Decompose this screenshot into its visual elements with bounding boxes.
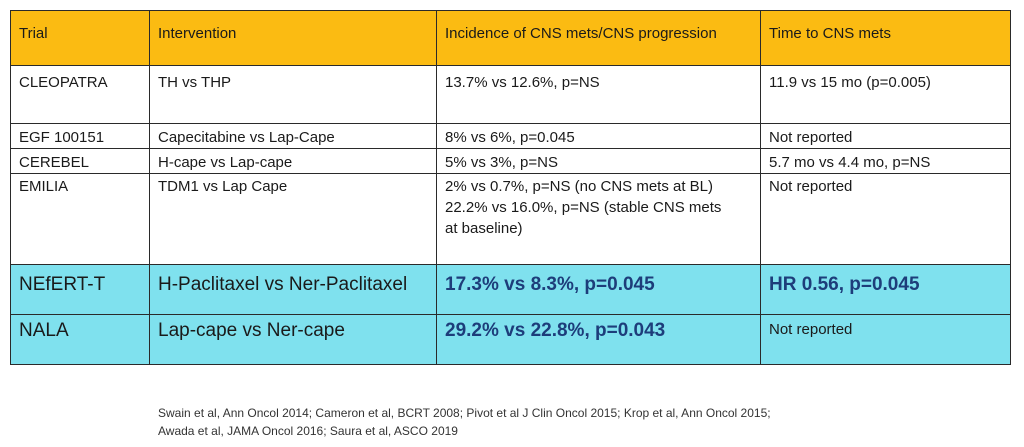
incidence-cell: 13.7% vs 12.6%, p=NS [436,65,761,124]
highlighted-table-row: NALA Lap-cape vs Ner-cape 29.2% vs 22.8%… [10,314,1011,365]
time-cell: HR 0.56, p=0.045 [760,264,1011,315]
time-cell: Not reported [760,314,1011,365]
highlighted-table-row: NEfERT-T H-Paclitaxel vs Ner-Paclitaxel … [10,264,1011,315]
trial-cell: NEfERT-T [10,264,150,315]
time-cell: 11.9 vs 15 mo (p=0.005) [760,65,1011,124]
incidence-line: 22.2% vs 16.0%, p=NS (stable CNS mets [445,199,722,216]
intervention-cell: H-cape vs Lap-cape [149,148,437,174]
incidence-cell: 29.2% vs 22.8%, p=0.043 [436,314,761,365]
trial-cell: CEREBEL [10,148,150,174]
incidence-line: at baseline) [445,220,523,237]
header-intervention: Intervention [149,10,437,66]
header-time-to-cns-mets: Time to CNS mets [760,10,1011,66]
table-row: EMILIA TDM1 vs Lap Cape 2% vs 0.7%, p=NS… [10,173,1011,265]
header-trial: Trial [10,10,150,66]
incidence-line: 2% vs 0.7%, p=NS (no CNS mets at BL) [445,178,714,195]
incidence-cell: 2% vs 0.7%, p=NS (no CNS mets at BL) 22.… [436,173,761,265]
intervention-cell: Lap-cape vs Ner-cape [149,314,437,365]
time-cell: Not reported [760,123,1011,149]
trial-cell: EGF 100151 [10,123,150,149]
footnote-line: Swain et al, Ann Oncol 2014; Cameron et … [158,406,771,420]
intervention-cell: TDM1 vs Lap Cape [149,173,437,265]
incidence-line: 29.2% vs 22.8%, p=0.043 [445,320,666,341]
cns-mets-table: Trial Intervention Incidence of CNS mets… [10,10,1011,365]
trial-cell: CLEOPATRA [10,65,150,124]
incidence-cell: 5% vs 3%, p=NS [436,148,761,174]
table-header-row: Trial Intervention Incidence of CNS mets… [10,10,1011,66]
incidence-line: 8% vs 6%, p=0.045 [445,129,575,146]
table-row: EGF 100151 Capecitabine vs Lap-Cape 8% v… [10,123,1011,149]
trial-cell: NALA [10,314,150,365]
cns-mets-table-container: Trial Intervention Incidence of CNS mets… [10,10,1011,365]
incidence-line: 13.7% vs 12.6%, p=NS [445,74,600,91]
incidence-line: 5% vs 3%, p=NS [445,154,558,171]
incidence-cell: 8% vs 6%, p=0.045 [436,123,761,149]
time-cell: 5.7 mo vs 4.4 mo, p=NS [760,148,1011,174]
intervention-cell: Capecitabine vs Lap-Cape [149,123,437,149]
trial-cell: EMILIA [10,173,150,265]
header-incidence: Incidence of CNS mets/CNS progression [436,10,761,66]
time-cell: Not reported [760,173,1011,265]
table-row: CLEOPATRA TH vs THP 13.7% vs 12.6%, p=NS… [10,65,1011,124]
references-footnote: Swain et al, Ann Oncol 2014; Cameron et … [158,404,771,440]
footnote-line: Awada et al, JAMA Oncol 2016; Saura et a… [158,424,458,438]
intervention-cell: H-Paclitaxel vs Ner-Paclitaxel [149,264,437,315]
intervention-cell: TH vs THP [149,65,437,124]
incidence-line: 17.3% vs 8.3%, p=0.045 [445,274,655,295]
incidence-cell: 17.3% vs 8.3%, p=0.045 [436,264,761,315]
table-row: CEREBEL H-cape vs Lap-cape 5% vs 3%, p=N… [10,148,1011,174]
